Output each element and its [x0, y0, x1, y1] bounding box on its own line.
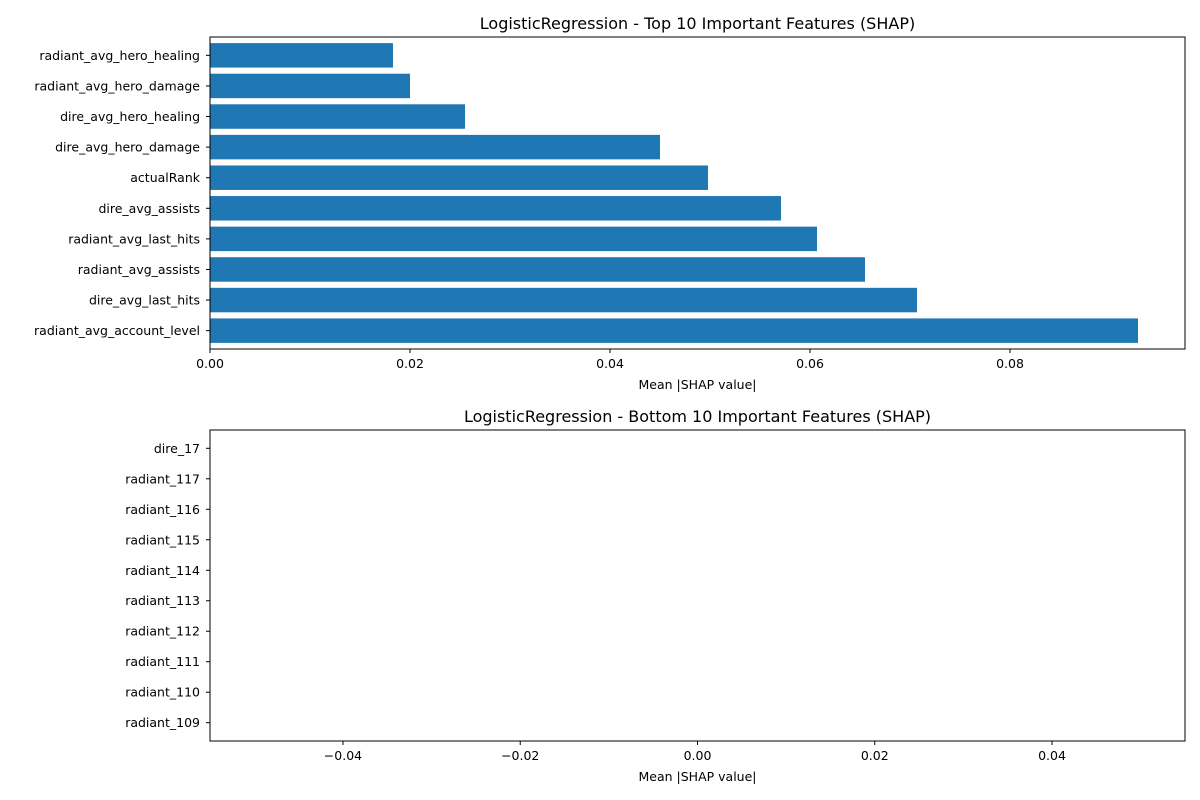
bar: [210, 287, 917, 313]
bar: [210, 134, 660, 160]
x-tick-label: 0.02: [396, 356, 424, 371]
y-tick-label: radiant_avg_account_level: [34, 323, 200, 338]
y-tick-label: radiant_115: [125, 532, 200, 547]
x-tick-label: 0.00: [196, 356, 224, 371]
bar: [210, 257, 865, 282]
y-tick-label: radiant_112: [125, 624, 200, 639]
bar: [210, 43, 393, 68]
y-tick-label: radiant_avg_last_hits: [68, 231, 200, 246]
y-tick-label: radiant_avg_assists: [78, 262, 200, 277]
y-tick-label: radiant_111: [125, 654, 200, 669]
y-tick-label: actualRank: [130, 170, 200, 185]
y-tick-label: dire_avg_last_hits: [89, 293, 200, 308]
y-tick-label: radiant_117: [125, 471, 200, 486]
x-tick-label: 0.08: [996, 356, 1024, 371]
x-axis-label: Mean |SHAP value|: [639, 769, 757, 784]
plot-frame: [209, 429, 1186, 742]
plot-frame: [209, 36, 1186, 350]
y-tick-label: dire_17: [154, 441, 200, 456]
y-tick-label: radiant_110: [125, 685, 200, 700]
y-tick-label: dire_avg_hero_healing: [60, 109, 200, 124]
x-tick-label: 0.04: [596, 356, 624, 371]
x-tick-label: −0.02: [501, 748, 539, 763]
y-tick-label: radiant_avg_hero_healing: [39, 48, 200, 63]
x-tick-label: 0.02: [861, 748, 889, 763]
bottom-features-chart: LogisticRegression - Bottom 10 Important…: [125, 407, 1186, 784]
x-tick-label: 0.00: [684, 748, 712, 763]
chart-title: LogisticRegression - Top 10 Important Fe…: [480, 14, 915, 33]
y-tick-label: radiant_109: [125, 715, 200, 730]
y-tick-label: dire_avg_hero_damage: [55, 140, 200, 155]
bar: [210, 318, 1138, 343]
y-tick-label: radiant_114: [125, 563, 200, 578]
x-axis-label: Mean |SHAP value|: [639, 377, 757, 392]
y-tick-label: dire_avg_assists: [98, 201, 200, 216]
x-tick-label: −0.04: [324, 748, 362, 763]
y-tick-label: radiant_avg_hero_damage: [34, 78, 200, 93]
y-tick-label: radiant_113: [125, 593, 200, 608]
bar: [210, 73, 410, 99]
bar: [210, 226, 817, 252]
x-tick-label: 0.04: [1038, 748, 1066, 763]
chart-title: LogisticRegression - Bottom 10 Important…: [464, 407, 931, 426]
x-tick-label: 0.06: [796, 356, 824, 371]
y-tick-label: radiant_116: [125, 502, 200, 517]
bar: [210, 165, 708, 190]
top-features-chart: LogisticRegression - Top 10 Important Fe…: [34, 14, 1186, 392]
bar: [210, 196, 781, 221]
bar: [210, 104, 465, 129]
